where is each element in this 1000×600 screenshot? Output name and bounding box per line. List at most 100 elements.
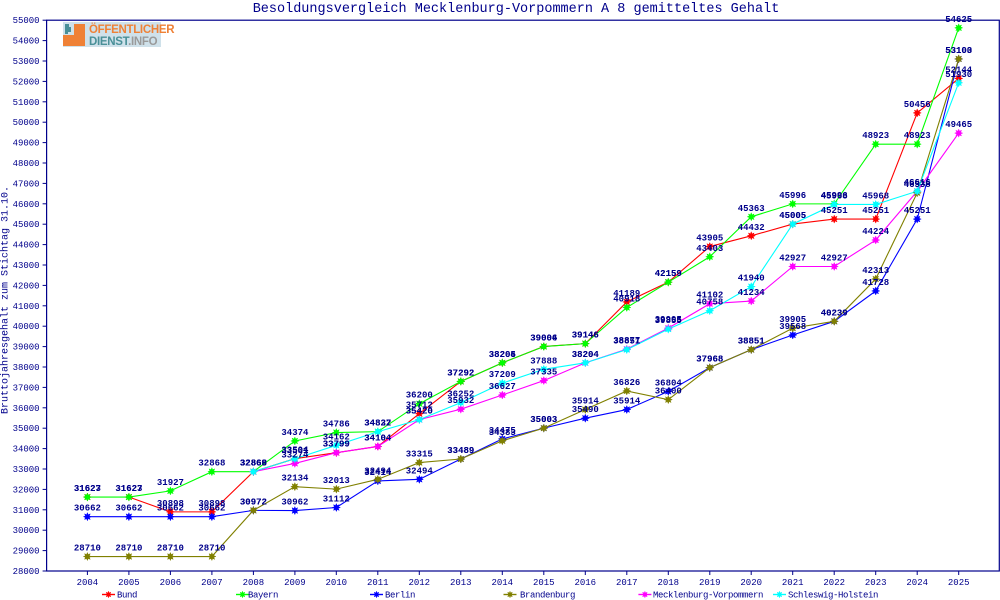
svg-text:47000: 47000	[13, 179, 40, 189]
svg-text:30662: 30662	[74, 504, 101, 514]
svg-text:35000: 35000	[13, 424, 40, 434]
svg-text:37000: 37000	[13, 383, 40, 393]
svg-text:41728: 41728	[862, 278, 889, 288]
svg-text:36000: 36000	[13, 404, 40, 414]
svg-text:30972: 30972	[240, 497, 267, 507]
svg-text:34104: 34104	[364, 434, 392, 444]
svg-text:Berlin: Berlin	[385, 591, 415, 600]
svg-text:31623: 31623	[115, 484, 142, 494]
svg-text:2018: 2018	[657, 578, 679, 588]
svg-text:36826: 36826	[613, 378, 640, 388]
svg-text:40758: 40758	[696, 298, 723, 308]
svg-text:45251: 45251	[862, 206, 890, 216]
svg-text:2020: 2020	[740, 578, 762, 588]
svg-text:2023: 2023	[865, 578, 887, 588]
svg-text:38851: 38851	[613, 337, 641, 347]
svg-text:36200: 36200	[406, 391, 433, 401]
svg-text:51000: 51000	[13, 98, 40, 108]
svg-text:32494: 32494	[406, 466, 434, 476]
svg-text:2021: 2021	[782, 578, 804, 588]
svg-text:39855: 39855	[655, 316, 682, 326]
svg-text:Brandenburg: Brandenburg	[520, 591, 575, 600]
svg-text:35914: 35914	[613, 397, 641, 407]
svg-text:45363: 45363	[738, 204, 765, 214]
svg-text:2014: 2014	[491, 578, 513, 588]
svg-text:34162: 34162	[323, 432, 350, 442]
svg-text:ÖFFENTLICHER: ÖFFENTLICHER	[89, 23, 175, 36]
svg-text:35420: 35420	[406, 407, 433, 417]
svg-text:41234: 41234	[738, 288, 766, 298]
svg-text:2004: 2004	[77, 578, 99, 588]
svg-text:42927: 42927	[821, 254, 848, 264]
svg-text:37335: 37335	[530, 368, 557, 378]
svg-text:38000: 38000	[13, 363, 40, 373]
svg-text:44000: 44000	[13, 241, 40, 251]
svg-text:31623: 31623	[74, 484, 101, 494]
svg-text:Mecklenburg-Vorpommern: Mecklenburg-Vorpommern	[653, 591, 763, 600]
svg-text:2013: 2013	[450, 578, 472, 588]
svg-text:28710: 28710	[115, 544, 142, 554]
svg-text:39905: 39905	[779, 315, 806, 325]
svg-text:2016: 2016	[574, 578, 596, 588]
svg-text:34827: 34827	[364, 419, 391, 429]
svg-text:30000: 30000	[13, 526, 40, 536]
svg-text:43403: 43403	[696, 244, 723, 254]
svg-text:28000: 28000	[13, 567, 40, 577]
svg-text:35490: 35490	[572, 405, 599, 415]
svg-text:32134: 32134	[281, 474, 309, 484]
svg-text:32013: 32013	[323, 476, 350, 486]
svg-text:54000: 54000	[13, 37, 40, 47]
svg-text:43000: 43000	[13, 261, 40, 271]
svg-text:2005: 2005	[118, 578, 140, 588]
svg-text:51930: 51930	[945, 70, 972, 80]
svg-text:38205: 38205	[489, 350, 516, 360]
svg-text:33489: 33489	[447, 446, 474, 456]
svg-text:33501: 33501	[281, 446, 309, 456]
svg-text:2007: 2007	[201, 578, 223, 588]
svg-text:49000: 49000	[13, 139, 40, 149]
svg-text:31927: 31927	[157, 478, 184, 488]
svg-text:50000: 50000	[13, 118, 40, 128]
svg-text:2006: 2006	[160, 578, 182, 588]
svg-text:34374: 34374	[281, 428, 309, 438]
svg-text:48923: 48923	[862, 131, 889, 141]
svg-text:37209: 37209	[489, 370, 516, 380]
svg-text:2024: 2024	[906, 578, 928, 588]
svg-text:53103: 53103	[945, 46, 972, 56]
svg-text:46000: 46000	[13, 200, 40, 210]
svg-text:2010: 2010	[325, 578, 347, 588]
svg-text:41000: 41000	[13, 302, 40, 312]
svg-text:35003: 35003	[530, 415, 557, 425]
svg-text:31112: 31112	[323, 495, 350, 505]
svg-text:39000: 39000	[13, 343, 40, 353]
svg-text:37968: 37968	[696, 355, 723, 365]
svg-text:32000: 32000	[13, 485, 40, 495]
svg-text:31000: 31000	[13, 506, 40, 516]
svg-text:45000: 45000	[13, 220, 40, 230]
svg-text:55000: 55000	[13, 16, 40, 26]
svg-text:2011: 2011	[367, 578, 389, 588]
svg-text:35914: 35914	[572, 397, 600, 407]
svg-text:28710: 28710	[74, 544, 101, 554]
svg-text:32494: 32494	[364, 466, 392, 476]
svg-text:50456: 50456	[904, 100, 931, 110]
svg-text:32868: 32868	[198, 459, 225, 469]
svg-text:2022: 2022	[823, 578, 845, 588]
svg-text:30662: 30662	[115, 504, 142, 514]
svg-text:30662: 30662	[198, 504, 225, 514]
svg-text:45005: 45005	[779, 211, 806, 221]
svg-text:43905: 43905	[696, 234, 723, 244]
svg-text:45968: 45968	[821, 192, 848, 202]
svg-text:34383: 34383	[489, 428, 516, 438]
svg-text:49465: 49465	[945, 120, 972, 130]
svg-text:32869: 32869	[240, 459, 267, 469]
svg-text:54625: 54625	[945, 15, 972, 25]
svg-text:Bund: Bund	[117, 591, 137, 600]
svg-text:30662: 30662	[157, 504, 184, 514]
svg-text:40918: 40918	[613, 295, 640, 305]
svg-text:36400: 36400	[655, 387, 682, 397]
svg-text:2025: 2025	[948, 578, 970, 588]
svg-text:41940: 41940	[738, 274, 765, 284]
svg-text:39004: 39004	[530, 334, 558, 344]
svg-text:45251: 45251	[821, 206, 849, 216]
